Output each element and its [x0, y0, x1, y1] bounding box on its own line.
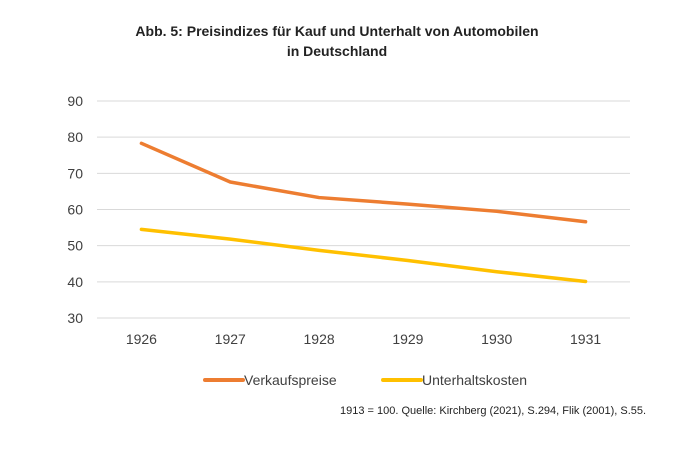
legend-label-verkaufspreise: Verkaufspreise — [244, 372, 337, 388]
chart-subtitle: in Deutschland — [287, 43, 387, 59]
x-tick-label: 1927 — [215, 331, 246, 347]
y-tick-label: 50 — [67, 238, 83, 254]
x-tick-label: 1930 — [481, 331, 512, 347]
legend-label-unterhaltskosten: Unterhaltskosten — [422, 372, 527, 388]
legend: Verkaufspreise Unterhaltskosten — [203, 372, 527, 388]
y-tick-label: 70 — [67, 165, 83, 181]
x-tick-label: 1929 — [392, 331, 423, 347]
y-tick-label: 30 — [67, 310, 83, 326]
x-axis: 1926 1927 1928 1929 1930 1931 — [126, 331, 602, 347]
y-axis: 90 80 70 60 50 40 30 — [67, 93, 83, 326]
source-note: 1913 = 100. Quelle: Kirchberg (2021), S.… — [340, 405, 646, 417]
y-tick-label: 40 — [67, 274, 83, 290]
chart-title: Abb. 5: Preisindizes für Kauf und Unterh… — [135, 23, 538, 39]
gridlines — [97, 100, 630, 319]
x-tick-label: 1926 — [126, 331, 157, 347]
y-tick-label: 80 — [67, 129, 83, 145]
series-lines — [139, 141, 588, 284]
series-line-unterhaltskosten — [139, 227, 588, 284]
y-tick-label: 60 — [67, 202, 83, 218]
y-tick-label: 90 — [67, 93, 83, 109]
x-tick-label: 1928 — [304, 331, 335, 347]
series-line-verkaufspreise — [139, 141, 588, 224]
x-tick-label: 1931 — [570, 331, 601, 347]
